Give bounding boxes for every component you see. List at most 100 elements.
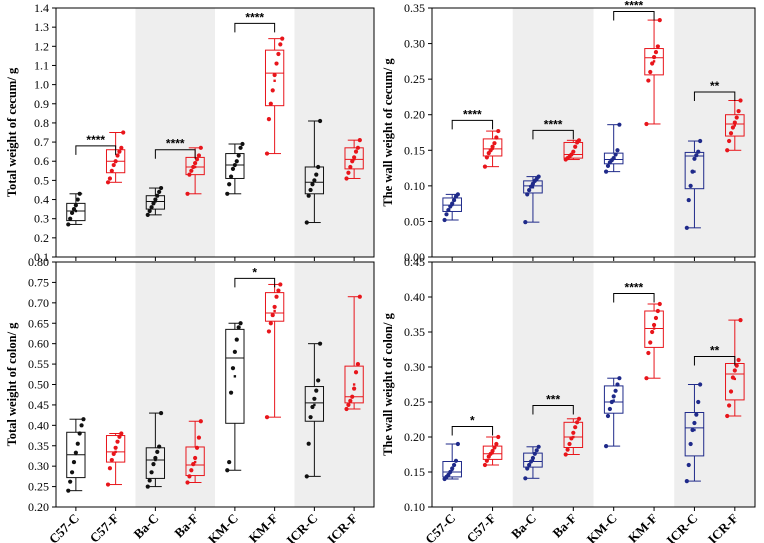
data-point — [278, 282, 283, 287]
data-point — [655, 44, 660, 49]
y-tick-label: 0.35 — [404, 1, 425, 15]
box-iqr — [344, 147, 364, 170]
data-point — [567, 441, 572, 447]
data-point — [105, 180, 111, 185]
bracket-line — [451, 119, 494, 130]
significance-bracket: ** — [693, 79, 736, 101]
box-Ba-F — [185, 419, 205, 485]
data-point — [527, 462, 532, 468]
data-point — [238, 321, 243, 326]
bracket-line — [532, 129, 574, 140]
data-point — [527, 188, 532, 193]
data-point — [310, 404, 315, 410]
box-iqr — [482, 138, 503, 157]
x-tick-label: C57-F — [87, 510, 122, 543]
data-point — [696, 399, 701, 405]
significance-label: **** — [166, 137, 185, 151]
data-point — [189, 168, 194, 173]
data-point — [73, 450, 78, 455]
data-point — [603, 444, 609, 449]
data-point — [727, 138, 732, 144]
group-shade — [135, 8, 215, 257]
panel-3: 0.20 0.25 0.30 0.35 0.40 0.45 0.50 0.55 0.60 0.65… — [5, 255, 375, 543]
y-tick-label: 0.05 — [404, 214, 425, 228]
data-point — [688, 441, 693, 447]
data-point — [158, 410, 164, 416]
bracket-line — [75, 145, 117, 155]
data-point — [230, 366, 236, 371]
x-tick-label: C57-C — [422, 511, 458, 543]
mean-marker — [612, 399, 615, 402]
data-point — [81, 417, 86, 422]
y-tick-label: 0.25 — [404, 395, 425, 409]
data-point — [230, 166, 236, 171]
box-KM-F — [264, 36, 285, 156]
y-tick-label: 0.20 — [28, 500, 49, 514]
data-point — [690, 169, 695, 174]
data-point — [442, 217, 447, 223]
data-point — [698, 382, 703, 387]
mean-marker — [273, 309, 276, 313]
bracket-line — [234, 22, 276, 33]
group-shade — [674, 262, 755, 507]
y-tick-label: 0.30 — [404, 360, 425, 374]
y-tick-label: 0.8 — [34, 116, 49, 130]
y-tick-label: 0.60 — [28, 337, 49, 351]
mean-marker — [74, 209, 78, 213]
data-point — [455, 441, 460, 447]
mean-marker — [273, 79, 276, 82]
x-tick-label: C57-F — [464, 510, 499, 543]
significance-bracket: **** — [154, 137, 196, 159]
data-point — [523, 476, 528, 481]
y-tick-label: 0.10 — [404, 179, 425, 193]
data-point — [488, 148, 493, 153]
box-C57-C — [66, 417, 86, 493]
significance-bracket: **** — [234, 10, 276, 33]
x-tick-label: ICR-F — [705, 510, 741, 543]
data-point — [68, 479, 73, 484]
data-point — [69, 470, 75, 475]
data-point — [113, 159, 118, 164]
significance-bracket: **** — [532, 117, 574, 140]
data-point — [644, 121, 649, 127]
mean-marker — [352, 383, 356, 386]
data-point — [236, 153, 241, 158]
data-point — [350, 159, 355, 164]
y-tick-label: 0.00 — [404, 250, 425, 264]
y-tick-label: 0.4 — [34, 193, 49, 207]
box-iqr — [344, 365, 364, 404]
data-point — [450, 466, 455, 471]
box-KM-C — [603, 122, 624, 174]
box-ICR-F — [344, 138, 364, 181]
data-point — [573, 425, 578, 430]
data-point — [686, 197, 691, 203]
bracket-line — [613, 293, 655, 303]
box-C57-C — [442, 192, 462, 223]
significance-bracket: **** — [613, 281, 655, 303]
data-point — [227, 182, 232, 187]
data-point — [650, 329, 655, 335]
data-point — [227, 459, 232, 465]
y-axis-label: Total weight of cecum/ g — [5, 67, 19, 197]
data-point — [225, 468, 230, 473]
data-point — [346, 170, 351, 175]
y-tick-label: 0.15 — [404, 465, 425, 479]
significance-label: **** — [463, 107, 482, 121]
y-axis-label: The wall weight of cecum/ g — [381, 58, 395, 207]
data-point — [316, 378, 321, 383]
data-point — [492, 141, 497, 146]
data-point — [191, 164, 196, 170]
box-iqr — [563, 141, 584, 159]
significance-bracket: **** — [613, 0, 655, 21]
data-point — [732, 120, 737, 125]
y-tick-label: 1.2 — [34, 39, 49, 53]
data-point — [107, 176, 113, 181]
data-point — [238, 145, 243, 150]
data-point — [191, 462, 196, 467]
box-iqr — [603, 152, 624, 165]
data-point — [228, 174, 234, 179]
panel-2: 0.00 0.05 0.10 0.15 0.20 0.25 0.30 0.35 The wall… — [381, 0, 756, 264]
data-point — [145, 212, 150, 217]
data-point — [730, 125, 736, 130]
